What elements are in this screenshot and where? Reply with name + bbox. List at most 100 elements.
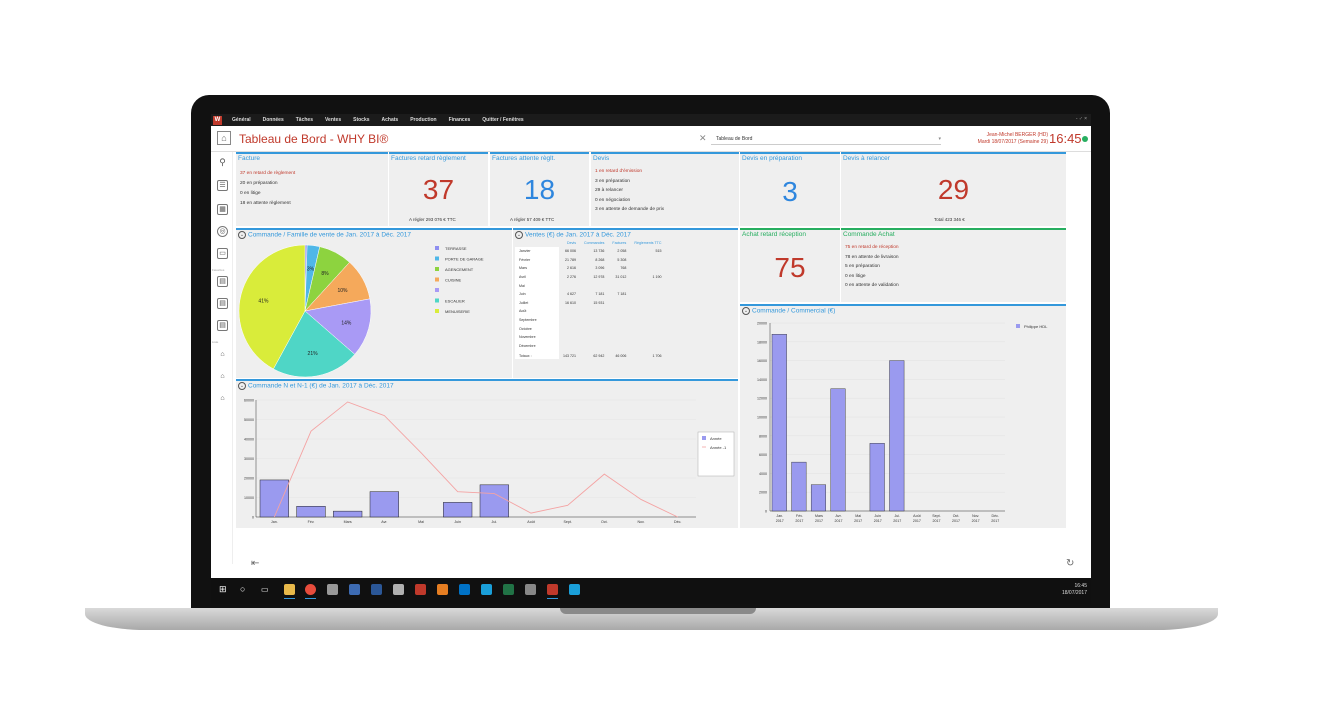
devis-line[interactable]: 3 en préparation xyxy=(595,178,630,184)
dashboard-select[interactable]: Tableau de Bord ▾ xyxy=(711,133,941,145)
panel-devis-relancer[interactable]: Devis à relancer 29 Total 423 346 € xyxy=(841,152,1066,226)
folder-icon[interactable]: ▭ xyxy=(217,248,228,259)
devis-line[interactable]: 3 en attente de demande de prix xyxy=(595,207,665,212)
home-icon[interactable]: ⌂ xyxy=(217,131,231,145)
achat-line[interactable]: 78 en attente de livraison xyxy=(845,254,899,260)
app-icon[interactable] xyxy=(393,584,404,595)
facture-line[interactable]: 0 en litige xyxy=(240,191,261,196)
x-tick-label: 2017 xyxy=(835,519,843,523)
y-tick-label: 8000 xyxy=(759,434,767,438)
bar xyxy=(479,484,509,518)
achat-line[interactable]: 0 en attente de validation xyxy=(845,283,899,288)
filezilla-icon[interactable] xyxy=(415,584,426,595)
table-cell xyxy=(630,264,665,273)
panel-factures-attente[interactable]: Factures attente règlt. 18 A régler 57 4… xyxy=(490,152,589,226)
excel-icon[interactable] xyxy=(503,584,514,595)
achat-line[interactable]: 75 en retard de réception xyxy=(845,245,899,250)
clipboard-icon[interactable]: ☰ xyxy=(217,180,228,191)
document-icon[interactable]: ▤ xyxy=(217,298,228,309)
window-controls[interactable]: - ♂ × xyxy=(1075,116,1087,122)
document-icon[interactable]: ▤ xyxy=(217,320,228,331)
panel-facture[interactable]: Facture 37 en retard de règlement 20 en … xyxy=(236,152,388,226)
app-logo-icon[interactable]: W xyxy=(213,115,222,125)
devis-line[interactable]: 0 en négociation xyxy=(595,197,631,203)
app-icon[interactable] xyxy=(481,584,492,595)
windows-start-icon[interactable]: ⊞ xyxy=(219,584,227,594)
building-icon[interactable]: ⌂ xyxy=(220,395,225,402)
x-tick-label: 2017 xyxy=(991,519,999,523)
app-icon[interactable] xyxy=(349,584,360,595)
word-icon[interactable] xyxy=(371,584,382,595)
calculator-icon[interactable]: ▦ xyxy=(217,204,228,215)
chrome-icon[interactable] xyxy=(305,584,316,595)
panel-title: Devis xyxy=(593,155,610,162)
app-icon[interactable] xyxy=(327,584,338,595)
y-tick-label: 10000 xyxy=(244,496,254,500)
building-icon[interactable]: ⌂ xyxy=(220,351,225,358)
search-icon[interactable]: ⚲ xyxy=(219,157,226,167)
app-icon[interactable] xyxy=(569,584,580,595)
table-cell: 2 616 xyxy=(567,266,576,271)
menu-item[interactable]: Finances xyxy=(448,117,471,123)
menu-item[interactable]: Données xyxy=(262,117,284,123)
table-row[interactable]: Juillet 16 610 15 931 xyxy=(515,298,665,308)
table-row[interactable]: Avril 2 276 12 978 31 012 1 190 xyxy=(515,272,665,282)
table-cell: Octobre xyxy=(515,324,559,333)
facture-line[interactable]: 20 en préparation xyxy=(240,181,278,186)
collapse-icon[interactable]: ⌄ xyxy=(515,231,523,239)
panel-commande-achat[interactable]: Commande Achat 75 en retard de réception… xyxy=(841,228,1066,302)
facture-line[interactable]: 37 en retard de règlement xyxy=(240,171,296,176)
app-icon[interactable] xyxy=(525,584,536,595)
achat-line[interactable]: 0 en litige xyxy=(845,273,866,279)
collapse-icon[interactable]: ⌄ xyxy=(238,382,246,390)
devis-line[interactable]: 29 à relancer xyxy=(595,188,623,193)
menu-item[interactable]: Production xyxy=(410,117,437,123)
table-row[interactable]: Septembre xyxy=(515,315,665,325)
refresh-icon[interactable]: ↻ xyxy=(1066,558,1075,569)
table-row[interactable]: Février 21 789 8 268 5 308 xyxy=(515,255,665,265)
table-cell xyxy=(630,307,665,316)
table-cell xyxy=(608,299,630,308)
task-view-icon[interactable]: ▭ xyxy=(261,585,269,594)
search-icon[interactable]: ○ xyxy=(240,584,246,594)
menu-item[interactable]: Stocks xyxy=(353,117,370,123)
document-icon[interactable]: ▤ xyxy=(217,276,228,287)
kpi-value: 37 xyxy=(422,174,455,205)
achat-line[interactable]: 5 en préparation xyxy=(845,264,880,269)
whybi-icon[interactable] xyxy=(547,584,558,595)
table-row[interactable]: Novembre xyxy=(515,332,665,342)
panel-devis[interactable]: Devis 1 en retard d'émission 3 en prépar… xyxy=(591,152,739,226)
exit-icon[interactable]: ⇤ xyxy=(251,558,260,569)
panel-devis-preparation[interactable]: Devis en préparation 3 xyxy=(740,152,840,226)
globe-icon[interactable]: ◎ xyxy=(217,226,228,237)
menu-item[interactable]: Général xyxy=(232,117,251,123)
table-cell xyxy=(630,256,665,265)
panel-achat-retard[interactable]: Achat retard réception 75 xyxy=(740,228,840,302)
collapse-icon[interactable]: ⌄ xyxy=(742,307,750,315)
table-row[interactable]: Juin 4 627 7 181 7 181 xyxy=(515,289,665,299)
column-header: Règlements TTC xyxy=(634,241,662,245)
menu-item[interactable]: Ventes xyxy=(324,117,342,123)
devis-line[interactable]: 1 en retard d'émission xyxy=(595,169,643,174)
x-tick-label: Juin xyxy=(874,514,881,518)
panel-factures-retard[interactable]: Factures retard règlement 37 A régler 29… xyxy=(389,152,488,226)
collapse-icon[interactable]: ⌄ xyxy=(238,231,246,239)
app-icon[interactable] xyxy=(437,584,448,595)
table-row[interactable]: Octobre xyxy=(515,324,665,333)
menu-item[interactable]: Achats xyxy=(381,117,399,123)
table-row[interactable]: Décembre xyxy=(515,341,665,351)
panel-title: Facture xyxy=(238,155,261,162)
table-row[interactable]: Août xyxy=(515,307,665,316)
panel-pie-famille: ⌄ Commande / Famille de vente de Jan. 201… xyxy=(236,228,512,378)
building-icon[interactable]: ⌂ xyxy=(220,373,225,380)
facture-line[interactable]: 18 en attente règlement xyxy=(240,201,291,206)
table-row[interactable]: Mai xyxy=(515,281,665,290)
table-row[interactable]: Mars 2 616 3 096 768 xyxy=(515,264,665,273)
close-icon[interactable]: ✕ xyxy=(699,133,707,143)
menu-item[interactable]: Quitter / Fenêtres xyxy=(482,117,524,123)
outlook-icon[interactable] xyxy=(459,584,470,595)
table-row[interactable]: Janvier 66 006 13 736 2 058 515 xyxy=(515,247,665,256)
menu-item[interactable]: Tâches xyxy=(295,117,313,123)
explorer-icon[interactable] xyxy=(284,584,295,595)
bar xyxy=(296,506,326,518)
